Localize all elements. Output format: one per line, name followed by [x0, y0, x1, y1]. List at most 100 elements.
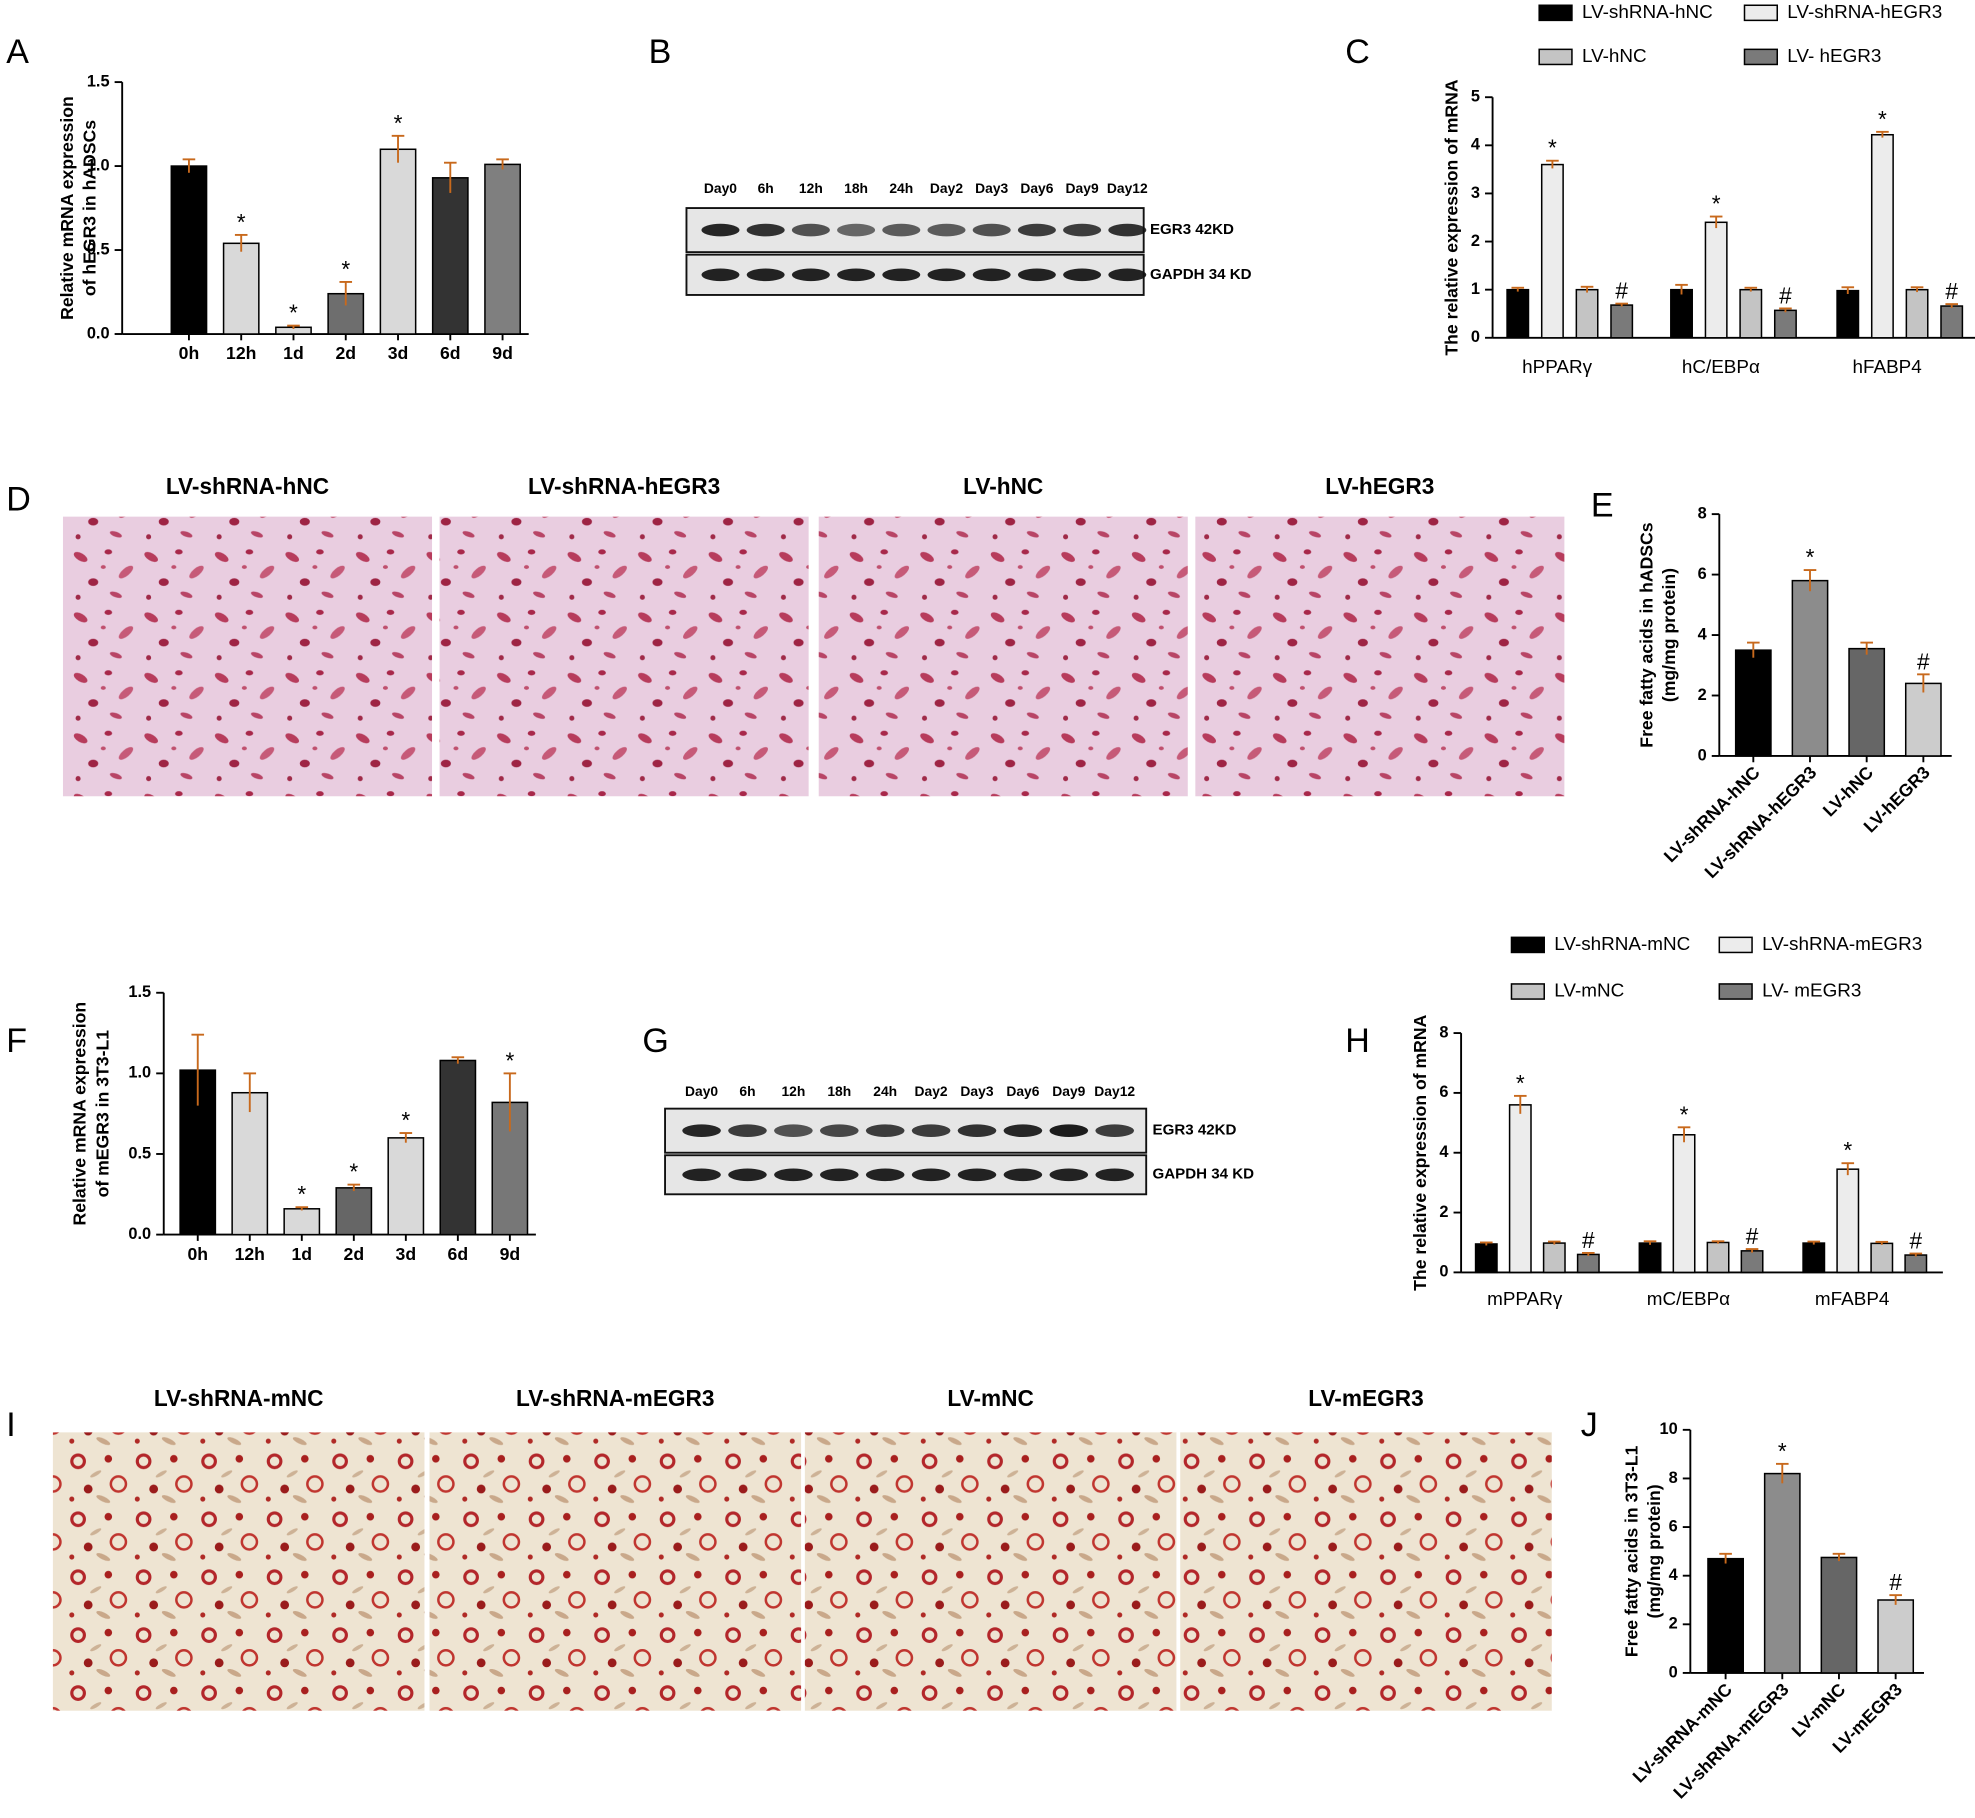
- micrograph: [1195, 516, 1565, 797]
- y-axis-label: (mg/mg protein): [1659, 568, 1679, 702]
- lane-label: 24h: [873, 1083, 897, 1099]
- panel-letter: C: [1345, 33, 1370, 71]
- legend-swatch: [1718, 936, 1753, 954]
- significance-mark: #: [1917, 648, 1930, 674]
- x-tick-label: 2d: [335, 343, 356, 363]
- bar: [431, 177, 469, 335]
- blot-band: [1108, 268, 1147, 282]
- bar: [1870, 133, 1894, 339]
- legend-swatch: [1538, 48, 1573, 66]
- x-tick-label: mC/EBPα: [1647, 1289, 1730, 1310]
- blot-band: [911, 1124, 951, 1137]
- significance-mark: #: [1945, 278, 1958, 304]
- bar: [1508, 1104, 1532, 1274]
- micrograph-title: LV-shRNA-hNC: [166, 473, 329, 499]
- bar: [1734, 649, 1772, 757]
- bar: [1707, 1557, 1744, 1674]
- blot-band: [791, 268, 830, 282]
- significance-mark: *: [1680, 1101, 1689, 1127]
- y-tick-label: 4: [1669, 1566, 1679, 1584]
- significance-mark: *: [1806, 544, 1815, 570]
- blot-band: [927, 268, 966, 282]
- legend-swatch: [1743, 48, 1779, 66]
- bar: [1940, 305, 1964, 339]
- y-axis-label: Free fatty acids in hADSCs: [1637, 522, 1657, 747]
- bar: [1763, 1472, 1801, 1674]
- bar: [1670, 288, 1693, 339]
- panel-letter: G: [642, 1022, 668, 1060]
- y-tick-label: 0: [1471, 328, 1480, 346]
- significance-mark: *: [1878, 106, 1887, 132]
- x-tick-label: 6d: [448, 1244, 469, 1264]
- blot-band: [820, 1124, 859, 1137]
- blot-band: [1049, 1124, 1089, 1137]
- blot-band: [682, 1168, 721, 1182]
- lane-label: Day12: [1094, 1083, 1135, 1099]
- x-tick-label: 3d: [396, 1244, 417, 1264]
- lane-label: 12h: [781, 1083, 805, 1099]
- y-tick-label: 1.0: [87, 156, 110, 174]
- significance-mark: #: [1909, 1228, 1922, 1254]
- bar: [1474, 1243, 1498, 1274]
- x-tick-label: 3d: [388, 343, 409, 363]
- bar: [1704, 221, 1728, 339]
- micrograph-title: LV-shRNA-hEGR3: [528, 473, 720, 499]
- blot-band: [1017, 223, 1056, 237]
- panel-letter: E: [1591, 487, 1614, 525]
- legend-label: LV-shRNA-mNC: [1554, 934, 1690, 955]
- significance-mark: *: [1843, 1137, 1852, 1163]
- bar: [439, 1059, 477, 1236]
- lane-label: 12h: [799, 180, 823, 196]
- significance-mark: *: [1778, 1438, 1787, 1464]
- y-tick-label: 6: [1698, 565, 1707, 583]
- lane-label: Day2: [915, 1083, 948, 1099]
- y-tick-label: 4: [1439, 1143, 1449, 1161]
- micrograph-title: LV-shRNA-mEGR3: [516, 1385, 714, 1411]
- bar: [1848, 647, 1886, 757]
- y-tick-label: 8: [1439, 1023, 1448, 1041]
- significance-mark: *: [1516, 1070, 1525, 1096]
- lane-label: 18h: [827, 1083, 851, 1099]
- x-tick-label: hFABP4: [1853, 357, 1922, 378]
- significance-mark: *: [297, 1181, 306, 1207]
- lane-label: Day6: [1020, 180, 1053, 196]
- bar: [1836, 289, 1860, 339]
- x-tick-label: 12h: [235, 1244, 265, 1264]
- lane-label: Day0: [704, 180, 737, 196]
- legend-swatch: [1510, 936, 1545, 954]
- y-tick-label: 2: [1471, 232, 1480, 250]
- x-tick-label: mFABP4: [1815, 1289, 1889, 1310]
- bar: [1576, 1253, 1600, 1274]
- significance-mark: #: [1582, 1227, 1595, 1253]
- x-tick-label: LV-shRNA-mNC: [1629, 1679, 1737, 1787]
- lane-label: 24h: [889, 180, 913, 196]
- bar: [1905, 288, 1929, 339]
- legend-swatch: [1510, 983, 1545, 1000]
- blot-band: [1003, 1168, 1043, 1182]
- y-tick-label: 5: [1471, 88, 1480, 106]
- bar: [379, 148, 417, 335]
- x-tick-label: LV-shRNA-hEGR3: [1701, 762, 1821, 882]
- bar: [484, 163, 521, 335]
- bar: [170, 165, 208, 335]
- y-tick-label: 6: [1439, 1083, 1448, 1101]
- y-axis-label: (mg/mg protein): [1644, 1484, 1664, 1618]
- y-tick-label: 4: [1698, 625, 1708, 643]
- bar: [1610, 304, 1634, 339]
- significance-mark: *: [394, 110, 403, 136]
- y-axis-label: The relative expression of mRNA: [1410, 1014, 1430, 1290]
- x-tick-label: 0h: [179, 343, 200, 363]
- blot-band: [728, 1124, 767, 1137]
- legend-label: LV-shRNA-hEGR3: [1787, 2, 1942, 23]
- micrograph: [52, 1432, 425, 1711]
- bar: [1540, 163, 1564, 339]
- blot-band: [882, 223, 921, 237]
- lane-label: 6h: [739, 1083, 755, 1099]
- lane-label: 6h: [758, 180, 774, 196]
- panel-letter: D: [6, 480, 31, 518]
- band-label: EGR3 42KD: [1153, 1122, 1237, 1139]
- x-tick-label: 9d: [500, 1244, 521, 1264]
- lane-label: Day12: [1107, 180, 1148, 196]
